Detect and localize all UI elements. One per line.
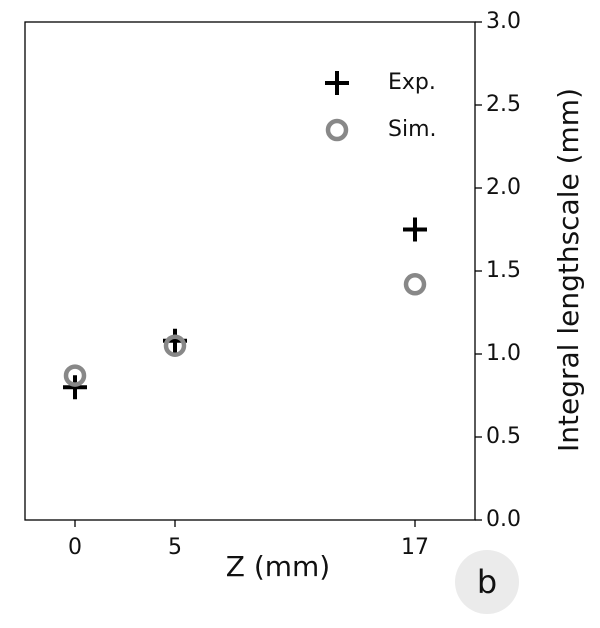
x-tick-label: 5 <box>168 535 182 560</box>
panel-badge <box>455 550 519 614</box>
point <box>403 217 427 242</box>
point <box>403 273 427 296</box>
panel-label: b <box>477 563 497 601</box>
y-tick-label: 2.5 <box>486 92 521 117</box>
y-axis-title: Integral lengthscale (mm) <box>552 88 585 452</box>
y-tick-label: 2.0 <box>486 175 521 200</box>
x-tick-label: 17 <box>401 535 429 560</box>
y-tick-label: 0.5 <box>486 424 521 449</box>
point <box>163 334 187 357</box>
legend-label: Exp. <box>388 70 436 95</box>
point <box>63 364 87 387</box>
x-axis-title: Z (mm) <box>226 550 330 583</box>
y-tick-label: 0.0 <box>486 507 521 532</box>
x-tick-label: 0 <box>68 535 82 560</box>
plot-frame <box>24 21 476 521</box>
legend-marker <box>325 71 349 95</box>
point <box>63 375 87 400</box>
y-tick-label: 3.0 <box>486 9 521 34</box>
y-tick-label: 1.5 <box>486 258 521 283</box>
y-tick-label: 1.0 <box>486 341 521 366</box>
legend-marker <box>325 118 349 142</box>
legend-label: Sim. <box>388 117 437 142</box>
